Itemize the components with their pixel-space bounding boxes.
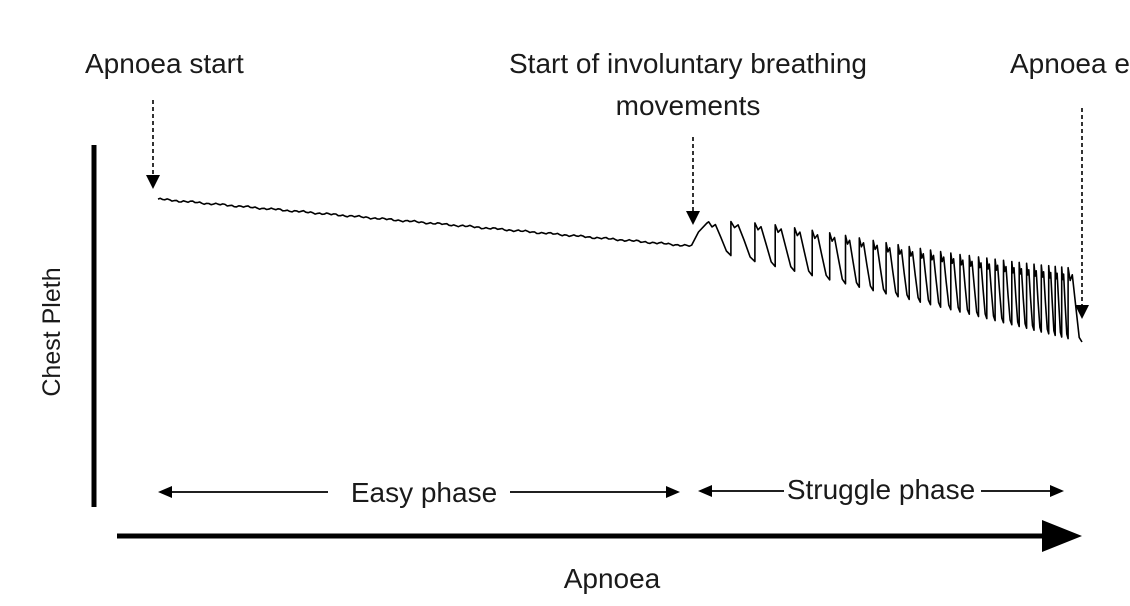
- annotation-pointer-apnoea-end: [1075, 108, 1089, 319]
- annotation-pointer-involuntary: [686, 137, 700, 225]
- annotation-involuntary-line-1: Start of involuntary breathing: [509, 48, 867, 79]
- phase-easy: Easy phase: [158, 477, 680, 508]
- annotation-involuntary-line-2: movements: [616, 90, 761, 121]
- x-axis-arrowhead: [1042, 520, 1082, 552]
- chest-pleth-trace: [157, 197, 1083, 343]
- y-axis-label: Chest Pleth: [38, 267, 66, 396]
- phase-easy-label: Easy phase: [351, 477, 497, 508]
- annotation-apnoea-end: Apnoea end: [1010, 48, 1130, 79]
- phase-struggle: Struggle phase: [698, 474, 1064, 505]
- phase-struggle-label: Struggle phase: [787, 474, 975, 505]
- annotation-pointer-apnoea-start: [146, 100, 160, 189]
- x-axis-label: Apnoea: [564, 563, 661, 594]
- annotation-apnoea-start: Apnoea start: [85, 48, 244, 79]
